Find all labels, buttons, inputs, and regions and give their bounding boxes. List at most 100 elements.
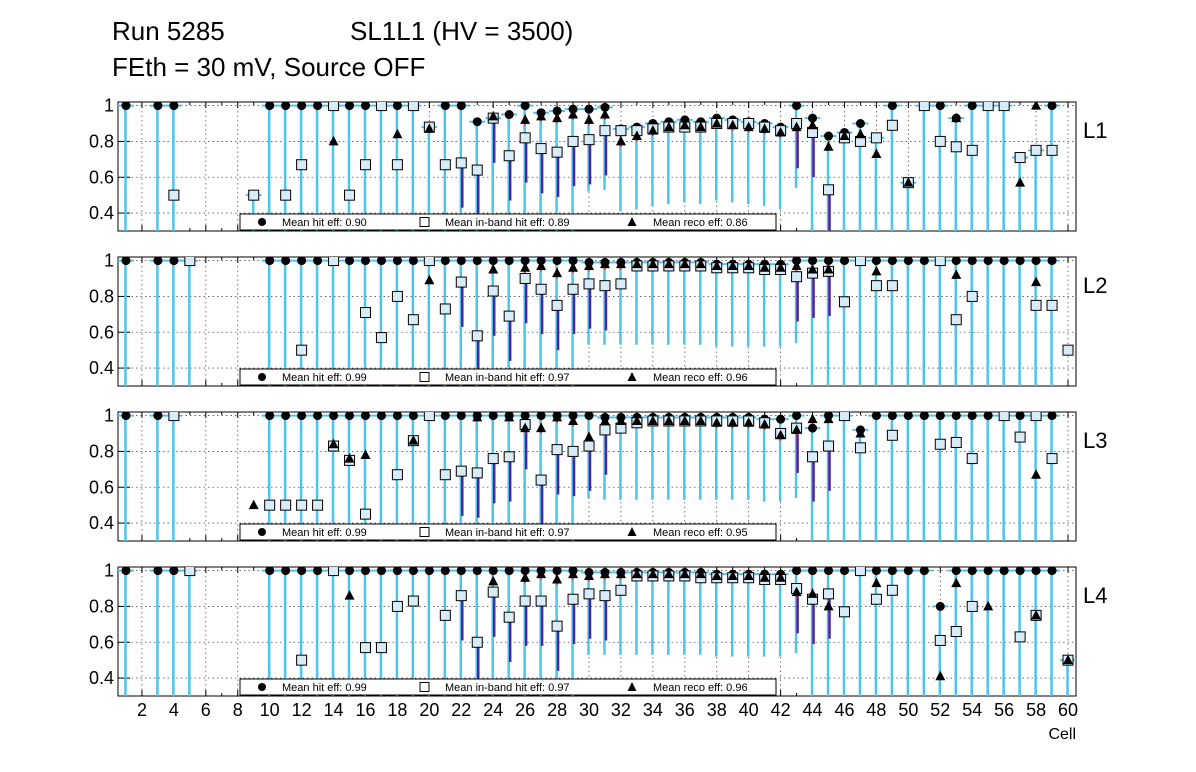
inband-point: [264, 499, 276, 511]
hit-point: [360, 567, 370, 576]
reco-point: [759, 123, 770, 133]
hit-point: [504, 257, 514, 266]
panel-label-l2: L2: [1083, 273, 1107, 298]
hit-point: [552, 257, 562, 266]
legend-inband-marker: [419, 217, 430, 227]
legend-box: [239, 213, 777, 231]
reco-point: [536, 568, 547, 579]
reco-point: [807, 588, 818, 598]
hit-point: [824, 567, 834, 576]
reco-point: [791, 121, 802, 132]
hit-point: [520, 567, 530, 576]
reco-point: [488, 110, 499, 121]
hit-point: [935, 601, 945, 611]
reco-point: [807, 119, 818, 130]
reco-point: [615, 135, 626, 146]
inband-point: [439, 469, 451, 481]
inband-point: [1030, 412, 1042, 422]
inband-point: [487, 285, 499, 297]
inband-point: [439, 159, 451, 171]
hit-point: [360, 257, 370, 266]
hit-point: [520, 102, 530, 111]
reco-point: [1031, 102, 1042, 110]
reco-point: [424, 274, 435, 285]
panel-points: [118, 102, 1061, 231]
x-tick-label: 28: [547, 700, 567, 720]
reco-point: [711, 417, 722, 427]
hit-point: [552, 567, 562, 576]
inband-point: [934, 438, 946, 450]
hit-point: [951, 567, 961, 576]
hit-point: [887, 567, 897, 576]
hit-point: [919, 257, 929, 266]
inband-point: [391, 159, 403, 171]
y-tick-label: 1: [104, 96, 114, 116]
hit-point: [345, 567, 355, 576]
inband-point: [1030, 144, 1042, 156]
legend-hit-marker: [258, 528, 266, 536]
inband-point: [328, 567, 340, 577]
inband-point: [551, 620, 563, 632]
hit-point: [297, 102, 307, 111]
hit-point: [568, 257, 578, 266]
hit-point: [1047, 567, 1057, 576]
reco-point: [568, 415, 579, 425]
inband-point: [407, 595, 419, 607]
x-tick-label: 52: [930, 700, 950, 720]
reco-point: [695, 415, 706, 425]
hit-point: [456, 257, 466, 266]
panel-points: [118, 567, 1076, 696]
reco-point: [647, 568, 658, 579]
reco-point: [248, 499, 259, 510]
reco-point: [647, 258, 658, 269]
legend-inband-marker: [419, 372, 430, 382]
legend-inband-label: Mean in-band hit eff: 0.97: [445, 372, 570, 384]
panel-frame: [117, 411, 1077, 542]
hit-point: [376, 257, 386, 266]
hit-point: [504, 110, 514, 120]
hit-point: [824, 131, 834, 141]
hit-point: [887, 412, 897, 421]
inband-point: [998, 102, 1010, 112]
reco-point: [615, 568, 626, 579]
hit-point: [376, 567, 386, 576]
hit-point: [1047, 412, 1057, 421]
hit-point: [967, 257, 977, 266]
reco-point: [839, 130, 850, 141]
inband-point: [296, 499, 308, 511]
inband-point: [567, 283, 579, 295]
hit-point: [871, 412, 881, 421]
legend-hit-marker: [258, 218, 266, 226]
inband-point: [471, 467, 483, 479]
reco-point: [727, 119, 738, 130]
x-tick-label: 42: [771, 700, 791, 720]
inband-point: [615, 584, 627, 596]
inband-point: [471, 164, 483, 176]
reco-point: [791, 260, 802, 270]
reco-point: [1015, 177, 1026, 187]
hit-point: [1015, 412, 1025, 421]
hit-point: [265, 412, 275, 421]
reco-point: [807, 264, 818, 274]
inband-point: [471, 636, 483, 648]
hit-point: [153, 257, 163, 266]
hit-point: [488, 567, 498, 576]
reco-point: [951, 269, 962, 279]
inband-point: [551, 444, 563, 456]
inband-point: [503, 310, 515, 322]
x-tick-label: 40: [739, 700, 759, 720]
hit-point: [1015, 567, 1025, 576]
x-tick-label: 6: [201, 700, 211, 720]
inband-point: [535, 595, 547, 607]
hit-point: [919, 412, 929, 421]
x-tick-label: 56: [994, 700, 1014, 720]
hit-point: [169, 567, 179, 576]
y-tick-label: 1: [104, 251, 114, 271]
reco-point: [360, 449, 371, 459]
inband-point: [934, 634, 946, 646]
reco-point: [631, 415, 642, 425]
reco-point: [631, 568, 642, 579]
inband-point: [823, 184, 835, 196]
hit-point: [281, 102, 291, 111]
panel-frame: [117, 256, 1077, 387]
